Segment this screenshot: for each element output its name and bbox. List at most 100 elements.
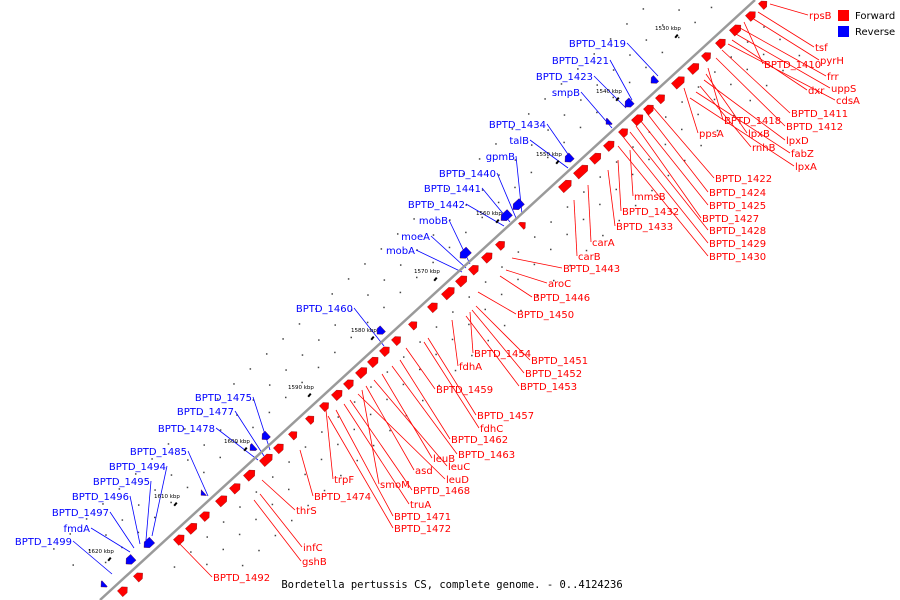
- track-dot: [544, 98, 546, 100]
- track-dot: [284, 396, 287, 399]
- forward-gene-label-bptd-1452: BPTD_1452: [525, 369, 582, 380]
- track-dot: [629, 54, 631, 56]
- track-dot: [661, 51, 664, 54]
- forward-gene-label-bptd-1453: BPTD_1453: [520, 382, 577, 393]
- track-dot: [710, 6, 713, 9]
- track-dot: [151, 458, 153, 460]
- tick-mark: [307, 393, 312, 398]
- leader-line: [715, 57, 786, 127]
- forward-gene-label-thrs: thrS: [296, 506, 317, 517]
- forward-feature-arrow: [715, 38, 726, 50]
- forward-gene-label-bptd-1471: BPTD_1471: [394, 512, 451, 523]
- track-dot: [530, 144, 533, 146]
- track-dot: [500, 293, 503, 296]
- leader-line: [573, 199, 578, 257]
- track-dot: [533, 236, 536, 238]
- track-dot: [694, 21, 696, 24]
- track-dot: [560, 83, 563, 85]
- reverse-gene-label-bptd-1494: BPTD_1494: [109, 462, 166, 473]
- forward-gene-label-bptd-1492: BPTD_1492: [213, 573, 270, 584]
- track-dot: [569, 264, 571, 267]
- forward-gene-label-cdsa: cdsA: [836, 96, 860, 107]
- forward-gene-label-bptd-1433: BPTD_1433: [616, 222, 673, 233]
- forward-gene-label-asd: asd: [415, 466, 433, 477]
- track-dot: [186, 486, 189, 489]
- track-dot: [481, 216, 483, 219]
- track-dot: [173, 566, 176, 568]
- track-dot: [684, 159, 686, 162]
- leader-line: [683, 87, 699, 134]
- leader-line: [90, 527, 131, 553]
- track-dot: [301, 354, 304, 356]
- leader-line: [451, 319, 459, 367]
- background-dots: [53, 6, 801, 568]
- forward-gene-label-smom: smoM: [380, 480, 410, 491]
- tick-mark: [107, 557, 112, 562]
- forward-gene-label-mmsb: mmsB: [634, 192, 666, 203]
- forward-gene-label-trua: truA: [410, 500, 431, 511]
- track-dot: [369, 413, 372, 416]
- track-dot: [566, 206, 569, 208]
- reverse-gene-label-bptd-1499: BPTD_1499: [15, 537, 72, 548]
- track-dot: [323, 489, 326, 492]
- track-dot: [451, 338, 454, 341]
- track-dot: [599, 176, 601, 178]
- forward-feature-arrow: [745, 11, 756, 22]
- track-dot: [468, 323, 470, 326]
- track-dot: [765, 84, 768, 87]
- track-dot: [364, 263, 366, 265]
- track-dot: [347, 278, 350, 280]
- track-dot: [632, 146, 634, 148]
- forward-feature-arrow: [229, 483, 241, 495]
- track-dot: [547, 129, 549, 131]
- track-dot: [517, 251, 520, 253]
- forward-gene-label-rnhb: rnhB: [752, 143, 776, 154]
- track-dot: [252, 399, 255, 401]
- track-dot: [372, 444, 375, 447]
- reverse-feature-arrow: [459, 246, 472, 259]
- forward-gene-label-leuc: leuC: [448, 462, 470, 473]
- track-dot: [566, 233, 568, 236]
- leader-line: [430, 235, 467, 269]
- tick-label-9: 1620 kbp: [88, 549, 114, 555]
- forward-feature-arrow: [391, 336, 401, 347]
- forward-feature-arrow: [603, 140, 615, 152]
- track-dot: [533, 263, 536, 266]
- forward-feature-arrow: [495, 241, 505, 251]
- track-dot: [134, 473, 137, 475]
- reverse-gene-label-bptd-1477: BPTD_1477: [177, 407, 234, 418]
- forward-gene-label-bptd-1454: BPTD_1454: [474, 349, 531, 360]
- track-dot: [419, 341, 421, 343]
- track-dot: [356, 459, 358, 462]
- forward-feature-arrow: [729, 24, 742, 37]
- leader-line: [357, 393, 446, 480]
- track-dot: [190, 551, 192, 553]
- reverse-feature-arrow: [125, 554, 137, 565]
- track-dot: [203, 444, 205, 446]
- reverse-feature-arrow: [624, 97, 635, 108]
- track-dot: [651, 189, 653, 192]
- track-dot: [435, 353, 437, 356]
- reverse-gene-label-bptd-1441: BPTD_1441: [424, 184, 481, 195]
- leader-line: [505, 269, 548, 284]
- leader-line: [381, 373, 433, 459]
- track-dot: [320, 458, 323, 461]
- track-dot: [449, 219, 451, 221]
- leader-line: [129, 495, 141, 545]
- track-dot: [170, 474, 173, 476]
- track-dot: [484, 308, 487, 311]
- track-dot: [367, 294, 369, 296]
- leader-line: [496, 172, 517, 219]
- track-dot: [642, 8, 645, 10]
- leader-line: [109, 511, 135, 549]
- reverse-gene-label-talb: talB: [509, 136, 529, 147]
- leader-line: [587, 184, 592, 243]
- leader-line: [743, 21, 764, 65]
- forward-gene-label-leub: leuB: [433, 454, 455, 465]
- forward-feature-arrow: [243, 469, 256, 482]
- track-dot: [626, 23, 628, 25]
- track-dot: [648, 158, 650, 161]
- reverse-feature-arrow: [650, 75, 660, 84]
- tick-mark: [243, 446, 248, 452]
- track-dot: [288, 488, 290, 491]
